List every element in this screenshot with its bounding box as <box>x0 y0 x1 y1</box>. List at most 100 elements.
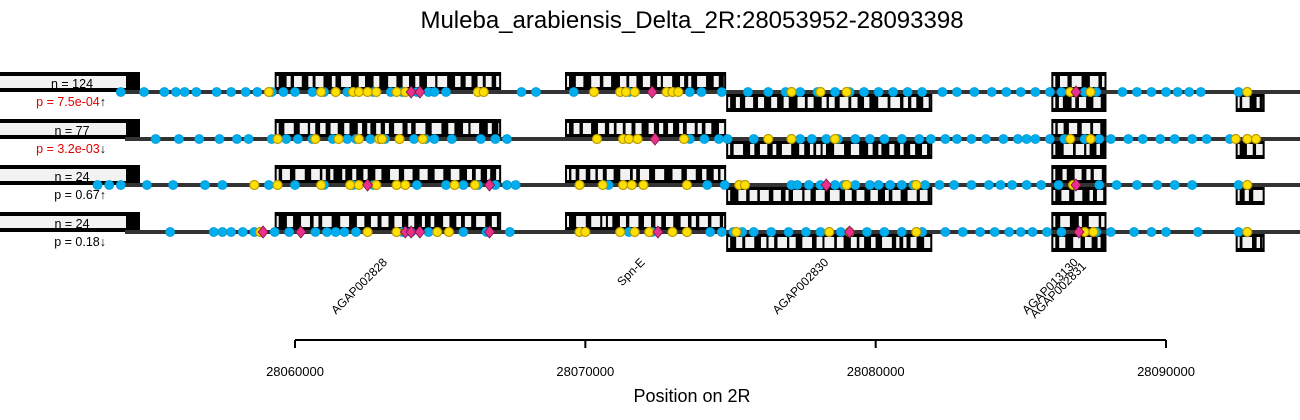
variant-point-yellow <box>478 86 489 98</box>
gene-exon <box>461 216 465 227</box>
track-label-box-base <box>0 182 140 185</box>
variant-point-blue <box>879 227 890 237</box>
gene-exon <box>843 237 851 248</box>
variant-point-blue <box>179 87 190 97</box>
gene-exon <box>1248 190 1254 201</box>
gene-exon <box>479 123 488 134</box>
variant-point-blue <box>510 180 521 190</box>
variant-point-blue <box>441 180 451 190</box>
track-n-label: n = 24 <box>54 170 89 184</box>
gene-exon <box>569 123 574 134</box>
gene-exon <box>278 169 283 180</box>
gene-exon <box>325 169 331 180</box>
gene-exon <box>673 123 680 134</box>
variant-point-yellow <box>353 86 364 98</box>
variant-point-blue <box>194 134 205 144</box>
gene-exon <box>711 123 719 134</box>
variant-point-blue <box>1172 87 1183 97</box>
x-tick-label: 28060000 <box>266 364 324 379</box>
gene-exon <box>1089 144 1097 155</box>
variant-point-yellow <box>667 226 678 238</box>
variant-point-blue <box>446 134 457 144</box>
variant-point-blue <box>815 227 826 237</box>
variant-point-yellow <box>333 133 344 145</box>
variant-point-yellow <box>310 133 321 145</box>
gene-exon <box>290 76 295 87</box>
gene-exon <box>318 216 323 227</box>
variant-point-blue <box>864 134 875 144</box>
gene-exon <box>673 216 681 227</box>
variant-point-yellow <box>615 226 626 238</box>
gene-exon <box>460 76 466 87</box>
gene-exon <box>742 237 746 248</box>
variant-point-blue <box>269 227 280 237</box>
variant-point-blue <box>475 134 486 144</box>
gene-exon <box>826 97 829 108</box>
gene-exon <box>795 237 803 248</box>
variant-point-blue <box>969 87 980 97</box>
variant-point-blue <box>966 134 977 144</box>
gene-exon <box>701 123 706 134</box>
gene-exon <box>927 190 931 201</box>
gene-exon <box>379 76 389 87</box>
variant-point-blue <box>92 180 103 190</box>
gene-exon <box>915 144 923 155</box>
variant-point-yellow <box>623 133 634 145</box>
gene-exon <box>1069 216 1079 227</box>
gene-exon <box>1055 144 1064 155</box>
gene-exon <box>660 76 663 87</box>
gene-exon <box>591 123 598 134</box>
gene-exon <box>345 169 353 180</box>
gene-exon <box>661 216 666 227</box>
track-label-box-inner <box>0 123 126 135</box>
gene-exon <box>459 169 468 180</box>
gene-exon <box>370 123 377 134</box>
gene-exon <box>1055 123 1058 134</box>
variant-point-blue <box>1042 227 1052 237</box>
variant-point-blue <box>806 134 817 144</box>
variant-point-blue <box>458 180 469 190</box>
gene-exon <box>443 169 451 180</box>
variant-point-blue <box>1027 227 1038 237</box>
variant-point-blue <box>1015 227 1026 237</box>
variant-point-yellow <box>1242 133 1253 145</box>
variant-point-blue <box>115 87 126 97</box>
variant-point-blue <box>835 227 846 237</box>
variant-point-blue <box>1129 227 1139 237</box>
gene-intron-band <box>567 76 725 87</box>
gene-exon <box>351 76 359 87</box>
gene-block-agap002831 <box>1051 233 1107 252</box>
gene-exon <box>1065 237 1074 248</box>
variant-point-blue <box>1201 134 1212 144</box>
gene-exon <box>894 144 901 155</box>
variant-point-blue <box>981 134 991 144</box>
gene-exon <box>315 123 321 134</box>
track-p-label: p = 0.18↓ <box>54 235 106 249</box>
variant-point-blue <box>925 134 936 144</box>
gene-block-unnamed <box>1235 186 1265 205</box>
variant-point-blue <box>441 87 451 97</box>
gene-exon <box>625 216 630 227</box>
variant-point-blue <box>237 227 248 237</box>
variant-point-blue <box>896 227 907 237</box>
variant-point-blue <box>1187 180 1198 190</box>
gene-exon <box>687 216 692 227</box>
gene-exon <box>891 237 897 248</box>
variant-point-blue <box>504 227 515 237</box>
gene-exon <box>630 169 633 180</box>
variant-point-yellow <box>824 226 835 238</box>
gene-intron-band <box>1053 169 1105 180</box>
variant-point-blue <box>1123 134 1134 144</box>
gene-exon <box>365 76 374 87</box>
variant-point-yellow <box>400 179 411 191</box>
variant-point-blue <box>1094 134 1105 144</box>
gene-exon <box>349 123 358 134</box>
gene-exon <box>851 190 857 201</box>
gene-exon <box>864 190 871 201</box>
gene-exon <box>694 123 698 134</box>
gene-exon <box>739 97 746 108</box>
gene-exon <box>717 169 721 180</box>
variant-point-blue <box>705 227 716 237</box>
variant-point-blue <box>1146 227 1157 237</box>
